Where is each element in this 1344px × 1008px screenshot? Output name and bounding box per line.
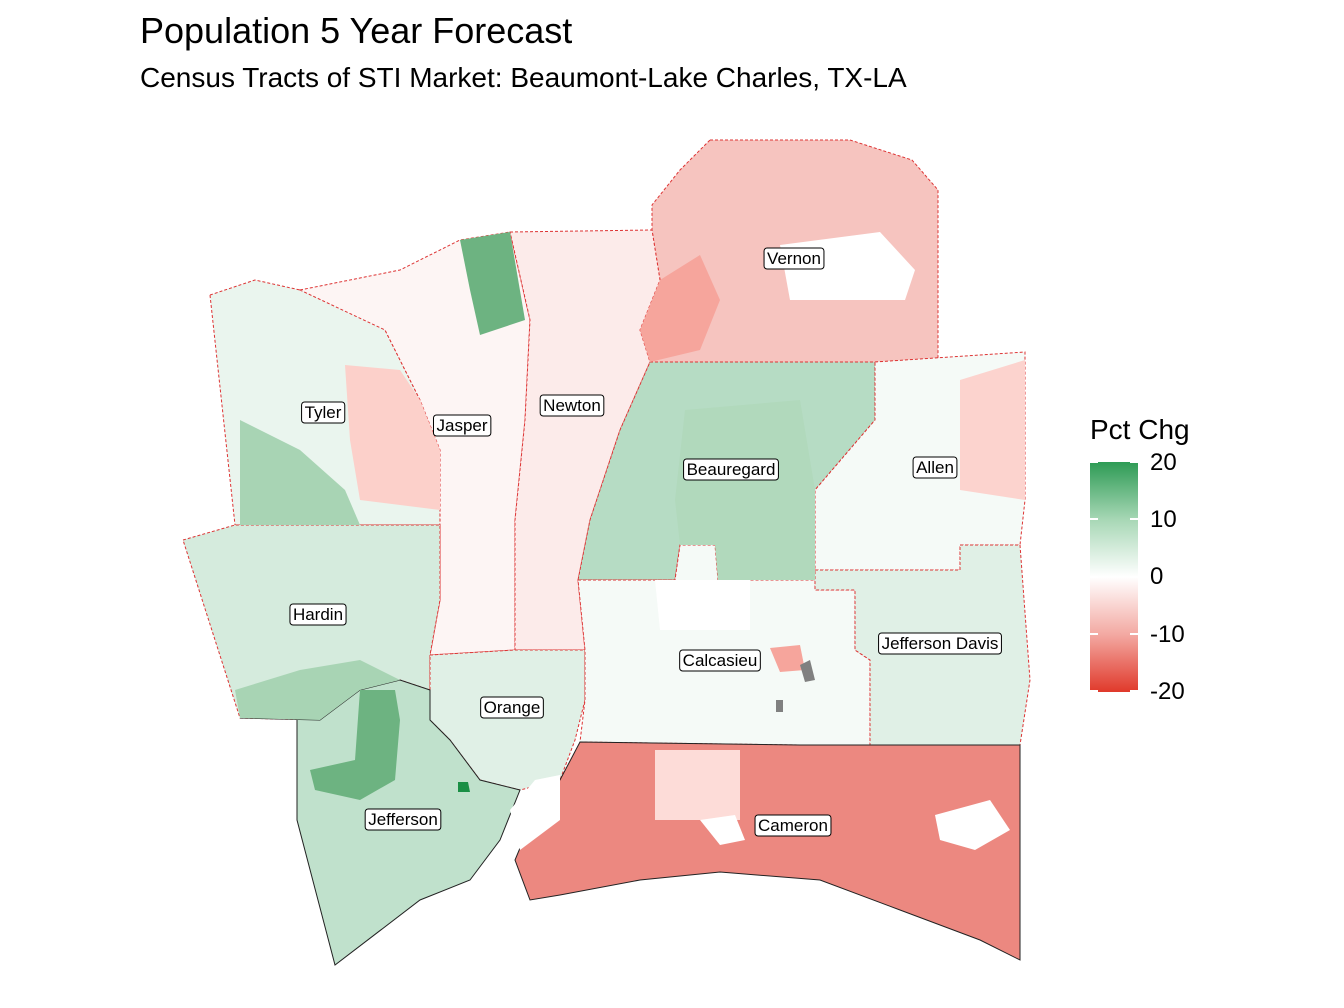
tract-patch [960, 360, 1025, 500]
tract-patch [460, 232, 525, 335]
map-title: Population 5 Year Forecast [140, 10, 573, 51]
tract-patch [770, 645, 805, 672]
county-label-jasper: Jasper [432, 414, 492, 437]
county-label-orange: Orange [480, 696, 544, 719]
tract-patch-na [800, 660, 815, 682]
water-sabine-lake [510, 775, 560, 850]
legend-tick: -10 [1150, 621, 1185, 648]
tract-patch [655, 750, 740, 820]
tract-patch [640, 255, 720, 362]
tract-patch [458, 782, 470, 792]
county-label-text: Beauregard [687, 460, 776, 479]
county-label-text: Jefferson [368, 810, 438, 829]
county-label-box [754, 814, 832, 837]
legend-tick: 10 [1150, 506, 1177, 533]
county-label-vernon: Vernon [763, 247, 825, 270]
county-label-tyler: Tyler [301, 401, 346, 424]
county-label-hardin: Hardin [289, 603, 347, 626]
county-label-box [679, 649, 761, 672]
county-label-newton: Newton [539, 394, 605, 417]
tract-patch [655, 580, 750, 630]
tract-patch [235, 660, 400, 720]
tract-patch [675, 400, 815, 580]
county-label-calcasieu: Calcasieu [679, 649, 761, 672]
county-label-box [683, 458, 779, 481]
county-label-box [912, 456, 958, 479]
county-label-box [364, 808, 442, 831]
county-label-box [763, 247, 825, 270]
water-calcasieu-lake [700, 815, 745, 845]
county-label-text: Hardin [293, 605, 343, 624]
map-subtitle: Census Tracts of STI Market: Beaumont-La… [140, 62, 907, 93]
county-label-box [878, 632, 1002, 655]
county-label-text: Calcasieu [683, 651, 758, 670]
region-cameron[interactable] [514, 741, 1021, 961]
county-label-allen: Allen [912, 456, 958, 479]
legend-tick: 0 [1150, 563, 1164, 590]
region-calcasieu[interactable] [577, 544, 871, 746]
county-label-text: Vernon [767, 249, 821, 268]
county-label-box [480, 696, 544, 719]
county-label-jefferson-davis: Jefferson Davis [878, 632, 1002, 655]
tract-patch [345, 365, 440, 510]
tract-patch-na [776, 700, 783, 712]
county-label-text: Cameron [758, 816, 828, 835]
tract-patch [240, 420, 360, 525]
legend-title: Pct Chg [1090, 414, 1190, 445]
county-label-text: Orange [484, 698, 541, 717]
county-label-jefferson: Jefferson [364, 808, 442, 831]
county-label-beauregard: Beauregard [683, 458, 779, 481]
county-label-box [289, 603, 347, 626]
county-label-text: Allen [916, 458, 954, 477]
county-label-box [539, 394, 605, 417]
county-label-cameron: Cameron [754, 814, 832, 837]
county-label-text: Jasper [436, 416, 487, 435]
county-label-text: Newton [543, 396, 601, 415]
county-label-box [432, 414, 492, 437]
legend-tick: -20 [1150, 678, 1185, 705]
county-label-text: Tyler [305, 403, 342, 422]
county-label-box [301, 401, 346, 424]
county-label-text: Jefferson Davis [882, 634, 999, 653]
legend-tick: 20 [1150, 449, 1177, 476]
tract-patch [310, 690, 400, 800]
water-grand-lake [935, 800, 1010, 850]
